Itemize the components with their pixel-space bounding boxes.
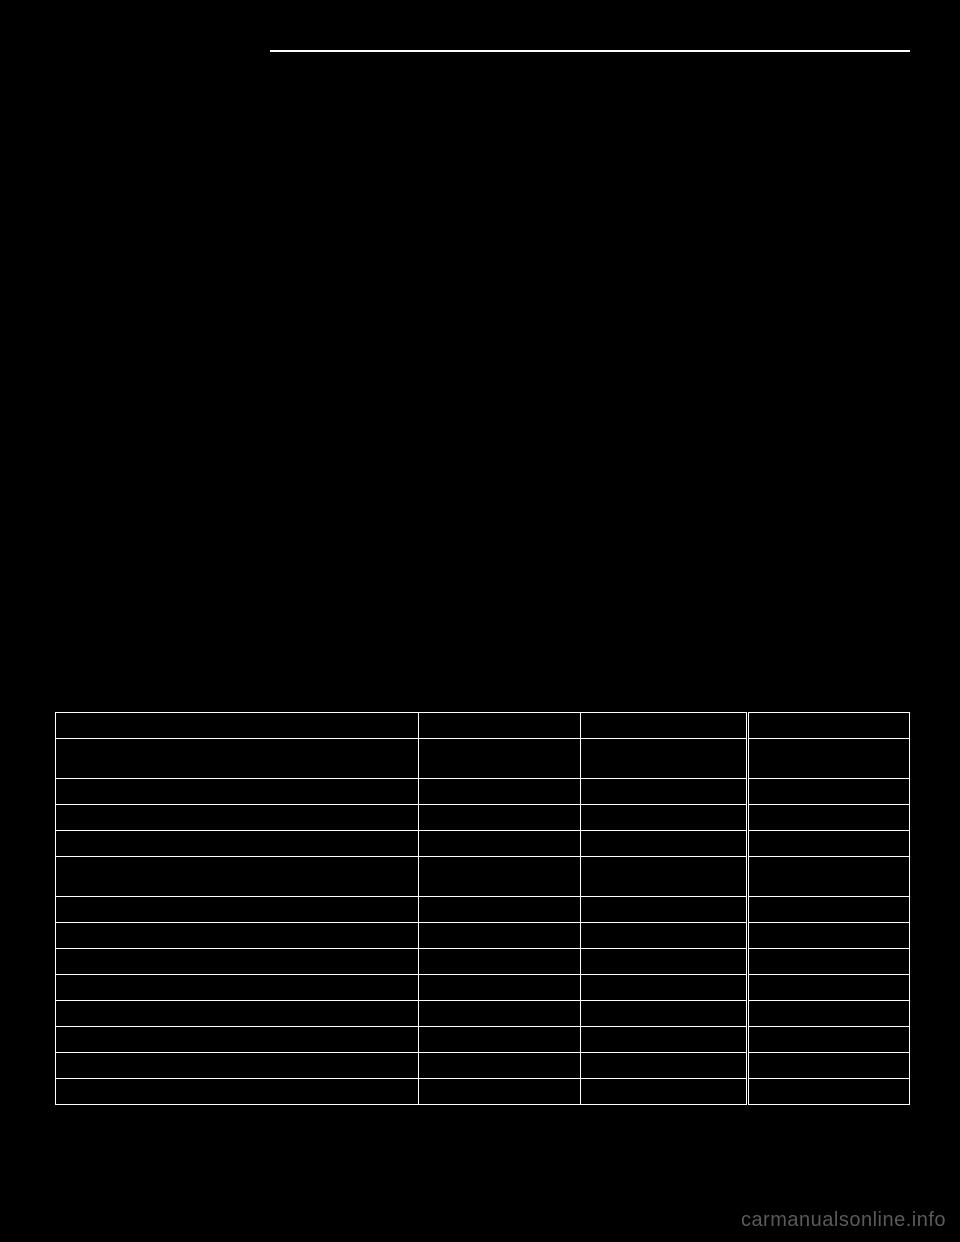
table-cell — [581, 897, 748, 923]
table-cell — [581, 1079, 748, 1105]
table-row — [56, 1079, 910, 1105]
table-cell — [581, 857, 748, 897]
table-row — [56, 923, 910, 949]
table-cell — [747, 779, 909, 805]
table-cell — [747, 739, 909, 779]
table-cell — [747, 1001, 909, 1027]
table-row — [56, 1027, 910, 1053]
table-cell — [56, 923, 419, 949]
table-cell — [581, 1053, 748, 1079]
table-cell — [747, 975, 909, 1001]
table-cell — [56, 949, 419, 975]
table-row — [56, 975, 910, 1001]
table-cell — [418, 831, 580, 857]
watermark-text: carmanualsonline.info — [741, 1209, 946, 1232]
table-cell — [56, 779, 419, 805]
table-cell — [56, 831, 419, 857]
table-cell — [56, 857, 419, 897]
table-cell — [581, 713, 748, 739]
table-cell — [418, 857, 580, 897]
table-row — [56, 1053, 910, 1079]
spec-table — [55, 712, 910, 1105]
table-cell — [56, 1079, 419, 1105]
table-cell — [56, 1027, 419, 1053]
table-cell — [418, 975, 580, 1001]
table-cell — [747, 713, 909, 739]
table-cell — [581, 739, 748, 779]
table-cell — [581, 1001, 748, 1027]
table-cell — [747, 1053, 909, 1079]
table-row — [56, 897, 910, 923]
table-cell — [581, 923, 748, 949]
table-cell — [747, 805, 909, 831]
table-cell — [418, 805, 580, 831]
table-row — [56, 857, 910, 897]
table-cell — [418, 1027, 580, 1053]
table-cell — [581, 949, 748, 975]
table-cell — [418, 779, 580, 805]
table-row — [56, 739, 910, 779]
table-cell — [418, 739, 580, 779]
table-cell — [747, 1079, 909, 1105]
table-row — [56, 713, 910, 739]
table-cell — [418, 949, 580, 975]
table-cell — [56, 805, 419, 831]
table-cell — [418, 713, 580, 739]
table-cell — [56, 1001, 419, 1027]
header-rule — [270, 50, 910, 52]
table-cell — [418, 1053, 580, 1079]
table-cell — [747, 923, 909, 949]
table-cell — [56, 1053, 419, 1079]
table-cell — [581, 831, 748, 857]
table-cell — [747, 1027, 909, 1053]
table-row — [56, 1001, 910, 1027]
table-cell — [56, 739, 419, 779]
table-cell — [418, 1001, 580, 1027]
table-cell — [418, 923, 580, 949]
table-cell — [418, 1079, 580, 1105]
table-cell — [56, 975, 419, 1001]
table-cell — [747, 857, 909, 897]
table-cell — [56, 897, 419, 923]
table-cell — [581, 975, 748, 1001]
table-row — [56, 831, 910, 857]
table-cell — [747, 831, 909, 857]
table-cell — [581, 779, 748, 805]
table-cell — [56, 713, 419, 739]
table-row — [56, 805, 910, 831]
table-cell — [747, 949, 909, 975]
table-cell — [581, 1027, 748, 1053]
table-cell — [747, 897, 909, 923]
table-cell — [418, 897, 580, 923]
table-cell — [581, 805, 748, 831]
table-row — [56, 949, 910, 975]
table — [55, 712, 910, 1105]
table-row — [56, 779, 910, 805]
